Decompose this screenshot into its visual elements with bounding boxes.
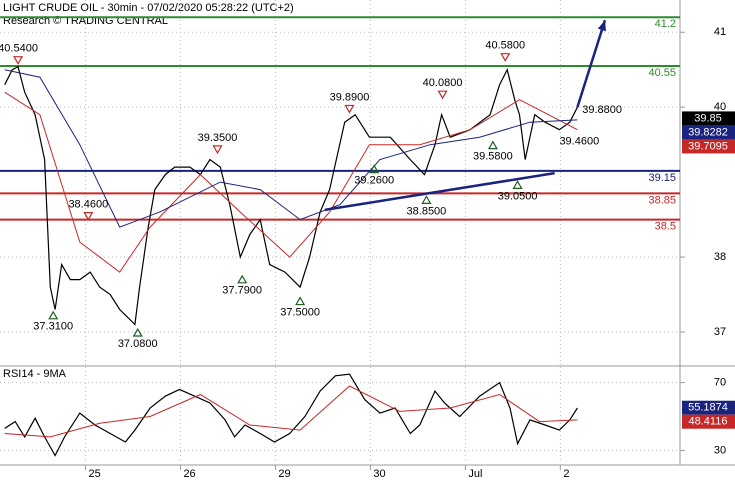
pivot-marker [13, 56, 24, 65]
pivot-label: 39.2600 [354, 175, 394, 187]
last-value-label: 48.4116 [689, 416, 728, 428]
last-value-box [682, 111, 735, 126]
arrow-head [597, 20, 606, 32]
level-label: 40.55 [648, 67, 676, 79]
x-tick-label: 26 [183, 468, 195, 480]
pivot-label: 39.8800 [582, 104, 622, 116]
level-label: 41.2 [655, 18, 676, 30]
pivot-label: 39.3500 [198, 132, 238, 144]
pivot-label: 40.0800 [423, 77, 463, 89]
pivot-label: 40.5800 [485, 40, 525, 52]
pivot-marker [212, 145, 223, 155]
y-tick-label: 38 [714, 251, 726, 263]
x-tick-label: 29 [278, 468, 290, 480]
series-line [4, 69, 578, 228]
pivot-marker [237, 274, 248, 284]
pivot-marker [500, 53, 511, 62]
y-tick-label: 30 [714, 444, 726, 456]
y-tick-label: 70 [714, 377, 726, 389]
x-tick-label: 25 [88, 468, 100, 480]
trend-line [576, 19, 607, 108]
series-line [4, 373, 578, 457]
y-tick-label: 40 [714, 101, 726, 113]
pivot-label: 38.8500 [407, 205, 447, 217]
last-value-label: 39.85 [694, 112, 722, 124]
rsi-title: RSI14 - 9MA [3, 368, 67, 380]
pivot-marker [437, 90, 448, 100]
pivot-marker [295, 296, 306, 306]
chart-title: LIGHT CRUDE OIL - 30min - 07/02/2020 05:… [3, 2, 294, 14]
last-value-box [682, 414, 735, 429]
pivot-marker [132, 327, 143, 337]
pivot-label: 40.5400 [0, 43, 38, 55]
pivot-label: 37.3100 [33, 321, 73, 333]
last-value-box [682, 139, 735, 154]
last-value-label: 55.1874 [688, 402, 728, 414]
series-line [4, 65, 578, 326]
level-label: 38.85 [648, 194, 676, 206]
pivot-label: 37.5000 [280, 306, 320, 318]
y-tick-label: 37 [714, 326, 726, 338]
pivot-marker [421, 195, 432, 204]
last-value-label: 39.7095 [688, 140, 728, 152]
pivot-label: 38.4600 [68, 199, 108, 211]
series-line [4, 91, 578, 273]
last-value-box [682, 400, 735, 415]
last-value-box [682, 125, 735, 140]
x-tick-label: 2 [563, 468, 569, 480]
series-line [4, 385, 578, 438]
pivot-marker [487, 140, 498, 150]
last-value-label: 39.8282 [688, 126, 728, 138]
pivot-marker [512, 180, 523, 189]
pivot-label: 37.7900 [222, 285, 262, 297]
y-tick-label: 41 [714, 26, 726, 38]
pivot-label: 37.0800 [118, 338, 158, 350]
pivot-marker [83, 211, 94, 221]
x-tick-label: Jul [468, 468, 482, 480]
pivot-marker [48, 310, 59, 320]
pivot-marker [369, 164, 380, 174]
trend-line [324, 171, 555, 212]
x-tick-label: 30 [373, 468, 385, 480]
pivot-label: 39.0500 [498, 190, 538, 202]
level-label: 39.15 [648, 172, 676, 184]
pivot-label: 39.5800 [473, 151, 513, 163]
pivot-label: 39.8900 [330, 91, 370, 103]
level-label: 38.5 [655, 221, 676, 233]
pivot-marker [344, 104, 355, 114]
pivot-label: 39.4600 [559, 136, 599, 148]
